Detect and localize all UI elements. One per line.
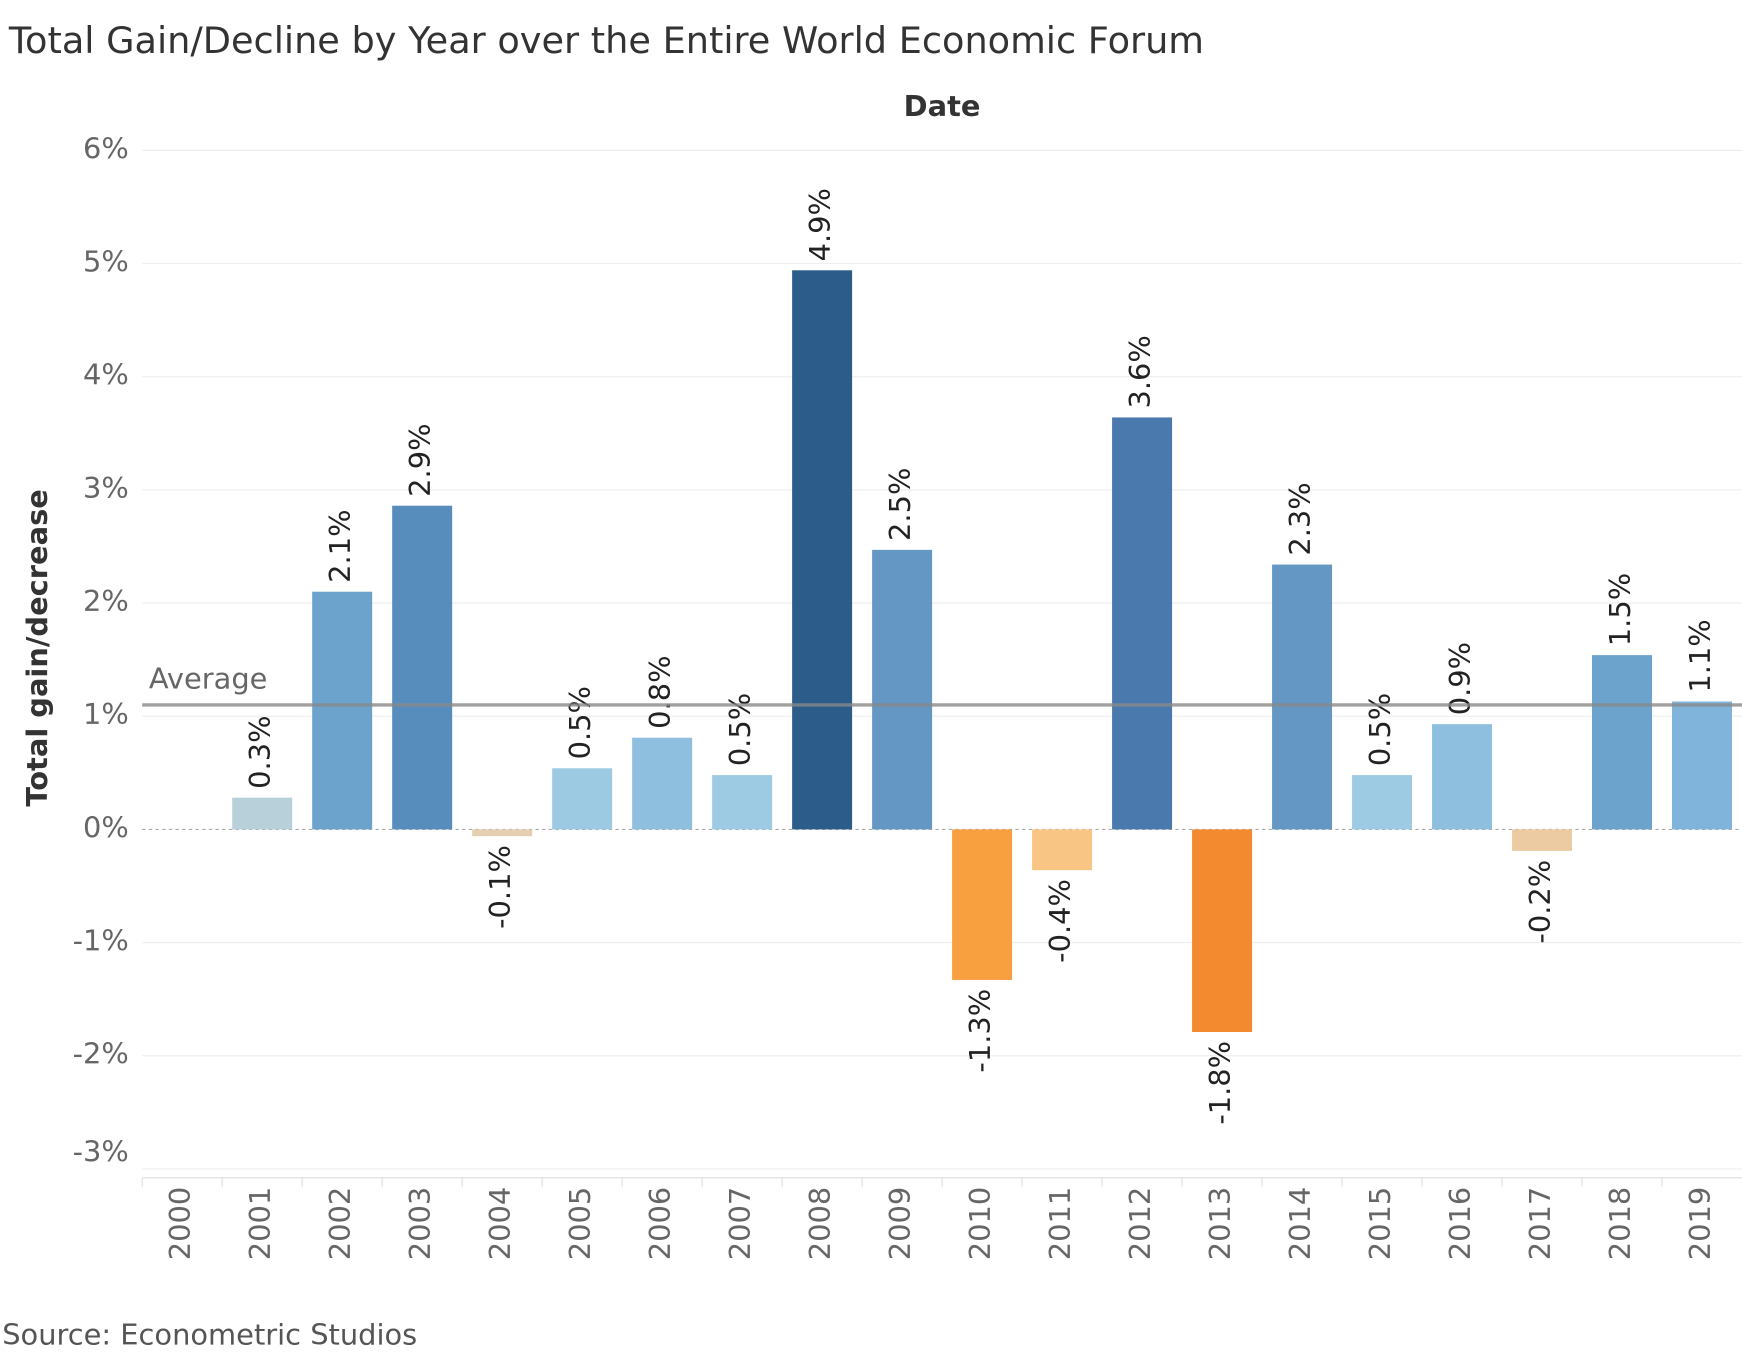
x-tick-label: 2006 [643,1187,677,1261]
data-label: -0.2% [1523,860,1557,944]
y-axis-title: Total gain/decrease [20,489,54,807]
bar [392,505,453,830]
y-tick-label: 3% [83,471,129,505]
x-tick-label: 2019 [1683,1187,1717,1261]
x-tick-label: 2009 [883,1187,917,1261]
data-label: 0.8% [643,655,677,728]
bar [1352,775,1413,830]
x-tick-label: 2007 [723,1187,757,1261]
x-tick-label: 2005 [563,1187,597,1261]
bar [792,270,853,830]
x-tick-label: 2011 [1043,1187,1077,1261]
bar [1112,417,1173,830]
source-note: Source: Econometric Studios [2,1318,417,1352]
bar [872,549,933,830]
y-tick-label: 6% [83,131,129,165]
bar [712,775,773,830]
data-label: -1.3% [963,989,997,1073]
y-tick-label: 2% [83,584,129,618]
x-tick-label: 2000 [163,1187,197,1261]
bar [1672,701,1733,830]
x-tick-label: 2015 [1363,1187,1397,1261]
x-tick-label: 2012 [1123,1187,1157,1261]
y-tick-label: -3% [73,1134,129,1168]
data-label: 4.9% [803,188,837,261]
data-label: -0.1% [483,845,517,929]
bar [952,829,1013,980]
data-label: 1.1% [1683,619,1717,692]
data-label: 0.9% [1443,642,1477,715]
y-tick-label: -1% [73,924,129,958]
y-tick-label: 0% [83,810,129,844]
average-label: Average [149,661,268,695]
x-tick-label: 2014 [1283,1187,1317,1261]
x-axis-title: Date [904,89,981,123]
x-tick-label: 2008 [803,1187,837,1261]
data-label: 2.9% [403,423,437,496]
x-tick-label: 2003 [403,1187,437,1261]
y-tick-label: 5% [83,245,129,279]
y-tick-label: 4% [83,358,129,392]
data-label: 0.5% [563,686,597,759]
data-label: 1.5% [1603,573,1637,646]
data-label: -1.8% [1203,1041,1237,1125]
data-label: 2.1% [323,509,357,582]
y-tick-label: 1% [83,697,129,731]
x-tick-label: 2004 [483,1187,517,1261]
x-tick-label: 2017 [1523,1187,1557,1261]
data-label: 2.5% [883,468,917,541]
bar [232,797,293,830]
data-label: 0.3% [243,715,277,788]
bar [1192,829,1253,1032]
x-tick-label: 2002 [323,1187,357,1261]
data-label: 2.3% [1283,482,1317,555]
chart-title: Total Gain/Decline by Year over the Enti… [8,19,1204,62]
data-label: 3.6% [1123,335,1157,408]
x-tick-label: 2013 [1203,1187,1237,1261]
x-tick-label: 2010 [963,1187,997,1261]
x-tick-label: 2018 [1603,1187,1637,1261]
bar [312,591,373,830]
data-label: -0.4% [1043,879,1077,963]
x-tick-label: 2001 [243,1187,277,1261]
bar [632,737,693,830]
bar [1512,829,1573,851]
y-tick-label: -2% [73,1037,129,1071]
bar [472,829,533,837]
x-tick-label: 2016 [1443,1187,1477,1261]
bar [1432,724,1493,830]
bar [552,768,613,830]
bar [1592,655,1653,830]
bar [1272,564,1333,830]
bar [1032,829,1093,871]
